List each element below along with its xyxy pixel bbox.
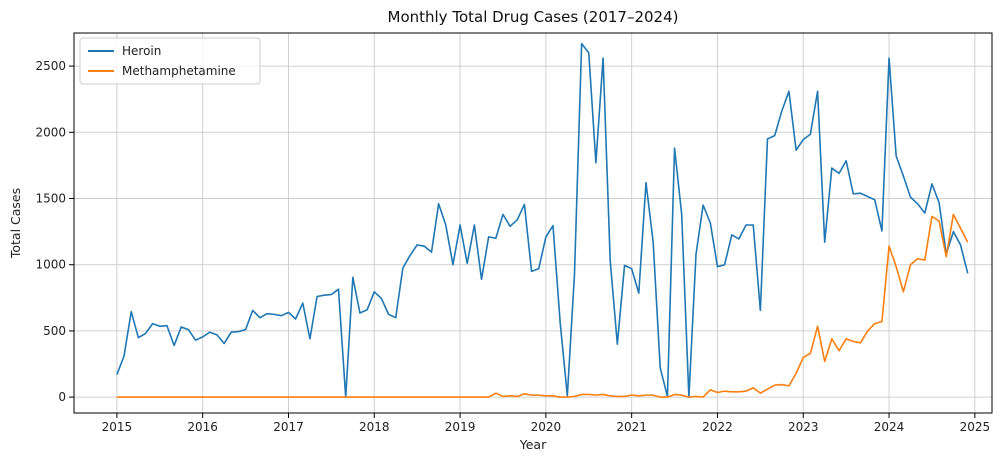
x-tick-label-2016: 2016 [187, 420, 218, 434]
x-tick-label-2022: 2022 [702, 420, 733, 434]
legend: Heroin Methamphetamine [79, 37, 261, 85]
x-tick-label-2025: 2025 [960, 420, 991, 434]
axis-ticks: 2015 2016 2017 2018 2019 2020 2021 2022 2023 2024… [35, 59, 990, 434]
chart-title: Monthly Total Drug Cases (2017–2024) [388, 8, 679, 26]
x-axis-label: Year [519, 437, 547, 452]
y-tick-label-1000: 1000 [35, 258, 66, 272]
x-tick-label-2023: 2023 [788, 420, 819, 434]
y-tick-label-500: 500 [43, 324, 66, 338]
y-tick-label-0: 0 [58, 390, 66, 404]
y-tick-label-2000: 2000 [35, 125, 66, 139]
x-tick-label-2020: 2020 [531, 420, 562, 434]
legend-label-methamphetamine: Methamphetamine [122, 64, 236, 78]
x-tick-label-2021: 2021 [616, 420, 647, 434]
series-line-heroin [116, 42, 969, 398]
y-axis-label: Total Cases [8, 188, 23, 259]
legend-label-heroin: Heroin [122, 44, 161, 58]
grid-lines [74, 33, 992, 413]
y-tick-label-2500: 2500 [35, 59, 66, 73]
series-line-methamphetamine [116, 213, 969, 398]
series-layer [116, 42, 969, 398]
x-tick-label-2024: 2024 [874, 420, 905, 434]
y-tick-label-1500: 1500 [35, 192, 66, 206]
x-tick-label-2015: 2015 [102, 420, 133, 434]
x-tick-label-2019: 2019 [445, 420, 476, 434]
plot-area-frame [73, 32, 993, 414]
x-tick-label-2017: 2017 [273, 420, 304, 434]
x-tick-label-2018: 2018 [359, 420, 390, 434]
legend-box [79, 37, 261, 85]
